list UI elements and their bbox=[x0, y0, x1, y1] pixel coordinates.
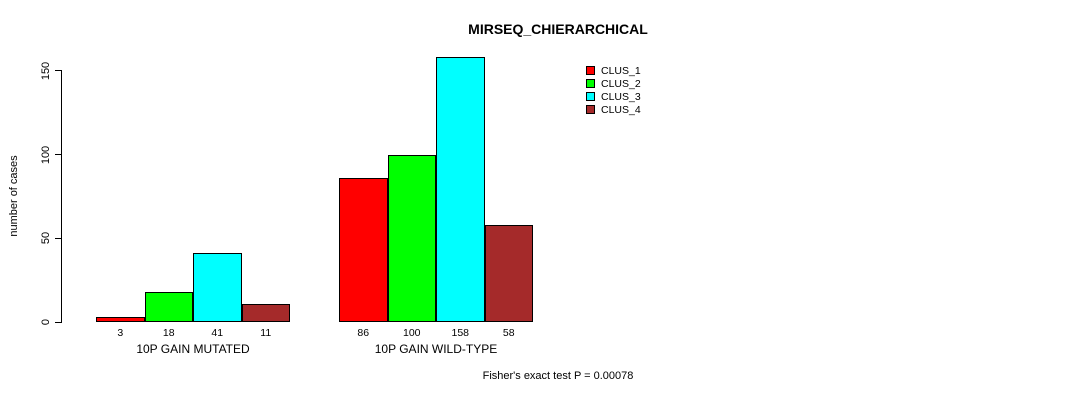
bar-clus_4-group1 bbox=[241, 303, 290, 322]
bar-clus_3-group1 bbox=[193, 253, 242, 322]
y-axis-tick-label: 0 bbox=[40, 318, 52, 326]
bar-value-label: 158 bbox=[451, 327, 470, 339]
legend-label: CLUS_4 bbox=[601, 103, 641, 116]
bar-value-label: 58 bbox=[502, 327, 515, 339]
y-axis-tick bbox=[55, 70, 62, 72]
legend-swatch-icon bbox=[586, 66, 595, 75]
y-axis-tick-label: 50 bbox=[40, 232, 52, 245]
bar-clus_4-group2 bbox=[484, 224, 533, 322]
bar-value-label: 100 bbox=[402, 327, 421, 339]
bar-clus_3-group2 bbox=[436, 57, 485, 322]
bar-clus_1-group2 bbox=[339, 177, 388, 322]
y-axis-tick-label: 100 bbox=[40, 145, 52, 164]
chart-title: MIRSEQ_CHIERARCHICAL bbox=[468, 21, 648, 37]
fisher-test-annotation: Fisher's exact test P = 0.00078 bbox=[482, 370, 634, 382]
legend-row-clus_1: CLUS_1 bbox=[586, 64, 641, 77]
legend-swatch-icon bbox=[586, 105, 595, 114]
legend-row-clus_3: CLUS_3 bbox=[586, 90, 641, 103]
group-label-2: 10P GAIN WILD-TYPE bbox=[374, 342, 498, 356]
bar-value-label: 3 bbox=[117, 327, 124, 339]
legend-swatch-icon bbox=[586, 79, 595, 88]
group-label-1: 10P GAIN MUTATED bbox=[136, 342, 250, 356]
bar-value-label: 86 bbox=[357, 327, 370, 339]
legend: CLUS_1 CLUS_2 CLUS_3 CLUS_4 bbox=[586, 64, 641, 116]
y-axis-tick-label: 150 bbox=[40, 61, 52, 80]
bar-clus_2-group2 bbox=[387, 154, 436, 322]
y-axis-line bbox=[61, 70, 62, 323]
bar-clus_2-group1 bbox=[144, 291, 193, 322]
legend-label: CLUS_2 bbox=[601, 77, 641, 90]
y-axis-label: number of cases bbox=[8, 155, 20, 237]
bar-clus_1-group1 bbox=[96, 316, 145, 322]
bar-value-label: 11 bbox=[260, 327, 272, 339]
y-axis-tick bbox=[55, 154, 62, 155]
legend-label: CLUS_1 bbox=[601, 64, 641, 77]
bar-value-label: 18 bbox=[162, 327, 175, 339]
legend-label: CLUS_3 bbox=[601, 90, 641, 103]
y-axis-tick bbox=[55, 237, 62, 239]
legend-swatch-icon bbox=[586, 92, 595, 101]
legend-row-clus_2: CLUS_2 bbox=[586, 77, 641, 90]
y-axis-tick bbox=[55, 321, 62, 323]
bar-value-label: 41 bbox=[211, 327, 224, 339]
legend-row-clus_4: CLUS_4 bbox=[586, 103, 641, 116]
